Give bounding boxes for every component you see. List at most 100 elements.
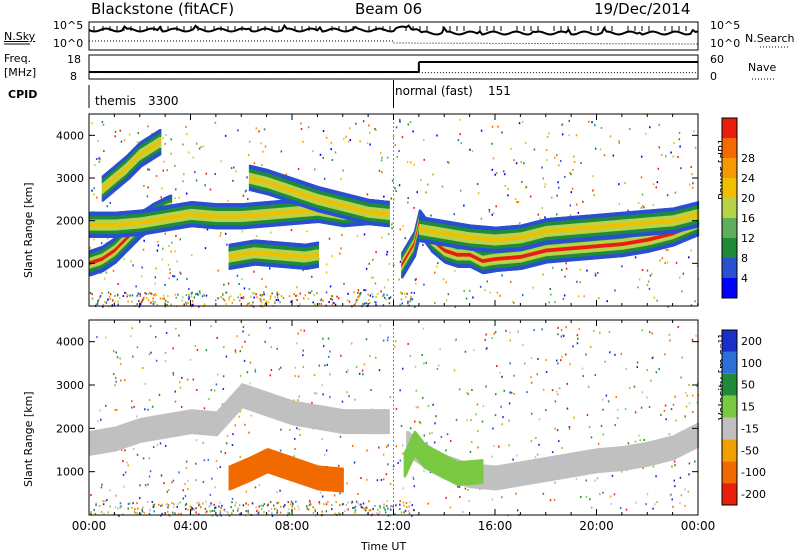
noise-point — [387, 278, 389, 281]
ground-scatter-point — [246, 303, 248, 306]
noise-point — [386, 293, 388, 296]
noise-point — [132, 264, 134, 267]
ground-scatter-point — [187, 298, 190, 301]
cpid-segment-1-name: themis — [95, 94, 136, 108]
ground-scatter-point — [299, 303, 301, 306]
noise-point — [372, 276, 374, 279]
noise-point — [642, 205, 644, 208]
noise-point — [248, 288, 251, 291]
noise-point — [302, 269, 304, 272]
noise-point — [596, 271, 599, 274]
ground-scatter-point — [156, 303, 159, 306]
noise-point — [398, 184, 401, 187]
noise-point — [219, 234, 222, 237]
noise-point — [349, 139, 352, 142]
ground-scatter-point — [382, 294, 384, 297]
noise-point — [579, 268, 582, 271]
ground-scatter-point — [304, 294, 307, 297]
noise-point — [433, 271, 436, 274]
noise-point — [571, 187, 574, 190]
noise-point — [542, 177, 544, 180]
noise-point — [146, 195, 149, 198]
ground-scatter-point — [263, 291, 265, 294]
noise-point — [523, 162, 525, 165]
noise-point — [653, 296, 656, 299]
ground-scatter-point — [126, 295, 128, 298]
noise-point — [169, 272, 171, 275]
noise-point — [656, 299, 658, 302]
cpid-segment-2-name: normal (fast) — [395, 84, 473, 98]
ground-scatter-point — [191, 303, 193, 306]
noise-point — [290, 300, 292, 303]
ground-scatter-point — [124, 291, 126, 294]
noise-point — [194, 171, 196, 174]
noise-point — [329, 285, 332, 288]
ground-scatter-point — [356, 298, 359, 301]
noise-point — [179, 238, 182, 241]
noise-point — [510, 280, 512, 283]
noise-point — [246, 176, 248, 179]
noise-point — [659, 259, 661, 262]
noise-point — [459, 118, 462, 121]
noise-point — [155, 174, 158, 177]
ground-scatter-point — [138, 299, 140, 302]
ground-scatter-point — [131, 294, 134, 297]
noise-point — [93, 187, 95, 190]
ground-scatter-point — [220, 296, 222, 299]
ground-scatter-point — [223, 299, 226, 302]
noise-point — [501, 274, 503, 277]
noise-point — [637, 201, 640, 204]
noise-point — [264, 145, 267, 148]
ground-scatter-point — [185, 301, 187, 304]
noise-point — [241, 278, 243, 281]
ground-scatter-point — [233, 298, 235, 301]
noise-point — [362, 120, 365, 123]
noise-point — [325, 271, 328, 274]
ground-scatter-point — [277, 299, 280, 302]
noise-point — [171, 241, 173, 244]
ground-scatter-point — [253, 292, 255, 295]
ground-scatter-point — [229, 295, 232, 298]
noise-point — [544, 185, 546, 188]
noise-point — [556, 154, 558, 157]
noise-point — [178, 196, 180, 199]
noise-point — [667, 305, 670, 308]
noise-point — [117, 283, 119, 286]
noise-point — [355, 122, 357, 125]
noise-point — [156, 249, 159, 252]
ground-scatter-point — [282, 297, 285, 300]
noise-point — [463, 204, 465, 207]
noise-point — [598, 297, 600, 300]
noise-point — [375, 251, 377, 254]
ground-scatter-point — [331, 298, 334, 301]
noise-point — [469, 289, 471, 292]
noise-point — [220, 160, 222, 163]
noise-point — [247, 154, 250, 157]
noise-point — [691, 186, 694, 189]
ground-scatter-point — [91, 293, 94, 296]
ground-scatter-point — [355, 299, 358, 302]
noise-point — [425, 191, 427, 194]
echo-cell — [169, 194, 173, 199]
noise-point — [413, 206, 415, 209]
noise-point — [647, 280, 650, 283]
noise-point — [471, 150, 474, 153]
noise-point — [162, 169, 164, 172]
noise-point — [520, 161, 523, 164]
noise-point — [641, 193, 644, 196]
noise-point — [563, 294, 566, 297]
noise-point — [641, 268, 644, 271]
noise-point — [241, 230, 244, 233]
noise-point — [168, 244, 170, 247]
noise-point — [247, 198, 249, 201]
ground-scatter-point — [357, 295, 360, 298]
noise-point — [673, 142, 675, 145]
ground-scatter-point — [136, 294, 139, 297]
noise-point — [392, 264, 395, 267]
noise-point — [655, 186, 658, 189]
noise-point — [557, 164, 560, 167]
noise-point — [652, 203, 655, 206]
noise-point — [170, 152, 172, 155]
noise-point — [658, 146, 660, 149]
noise-point — [363, 302, 366, 305]
